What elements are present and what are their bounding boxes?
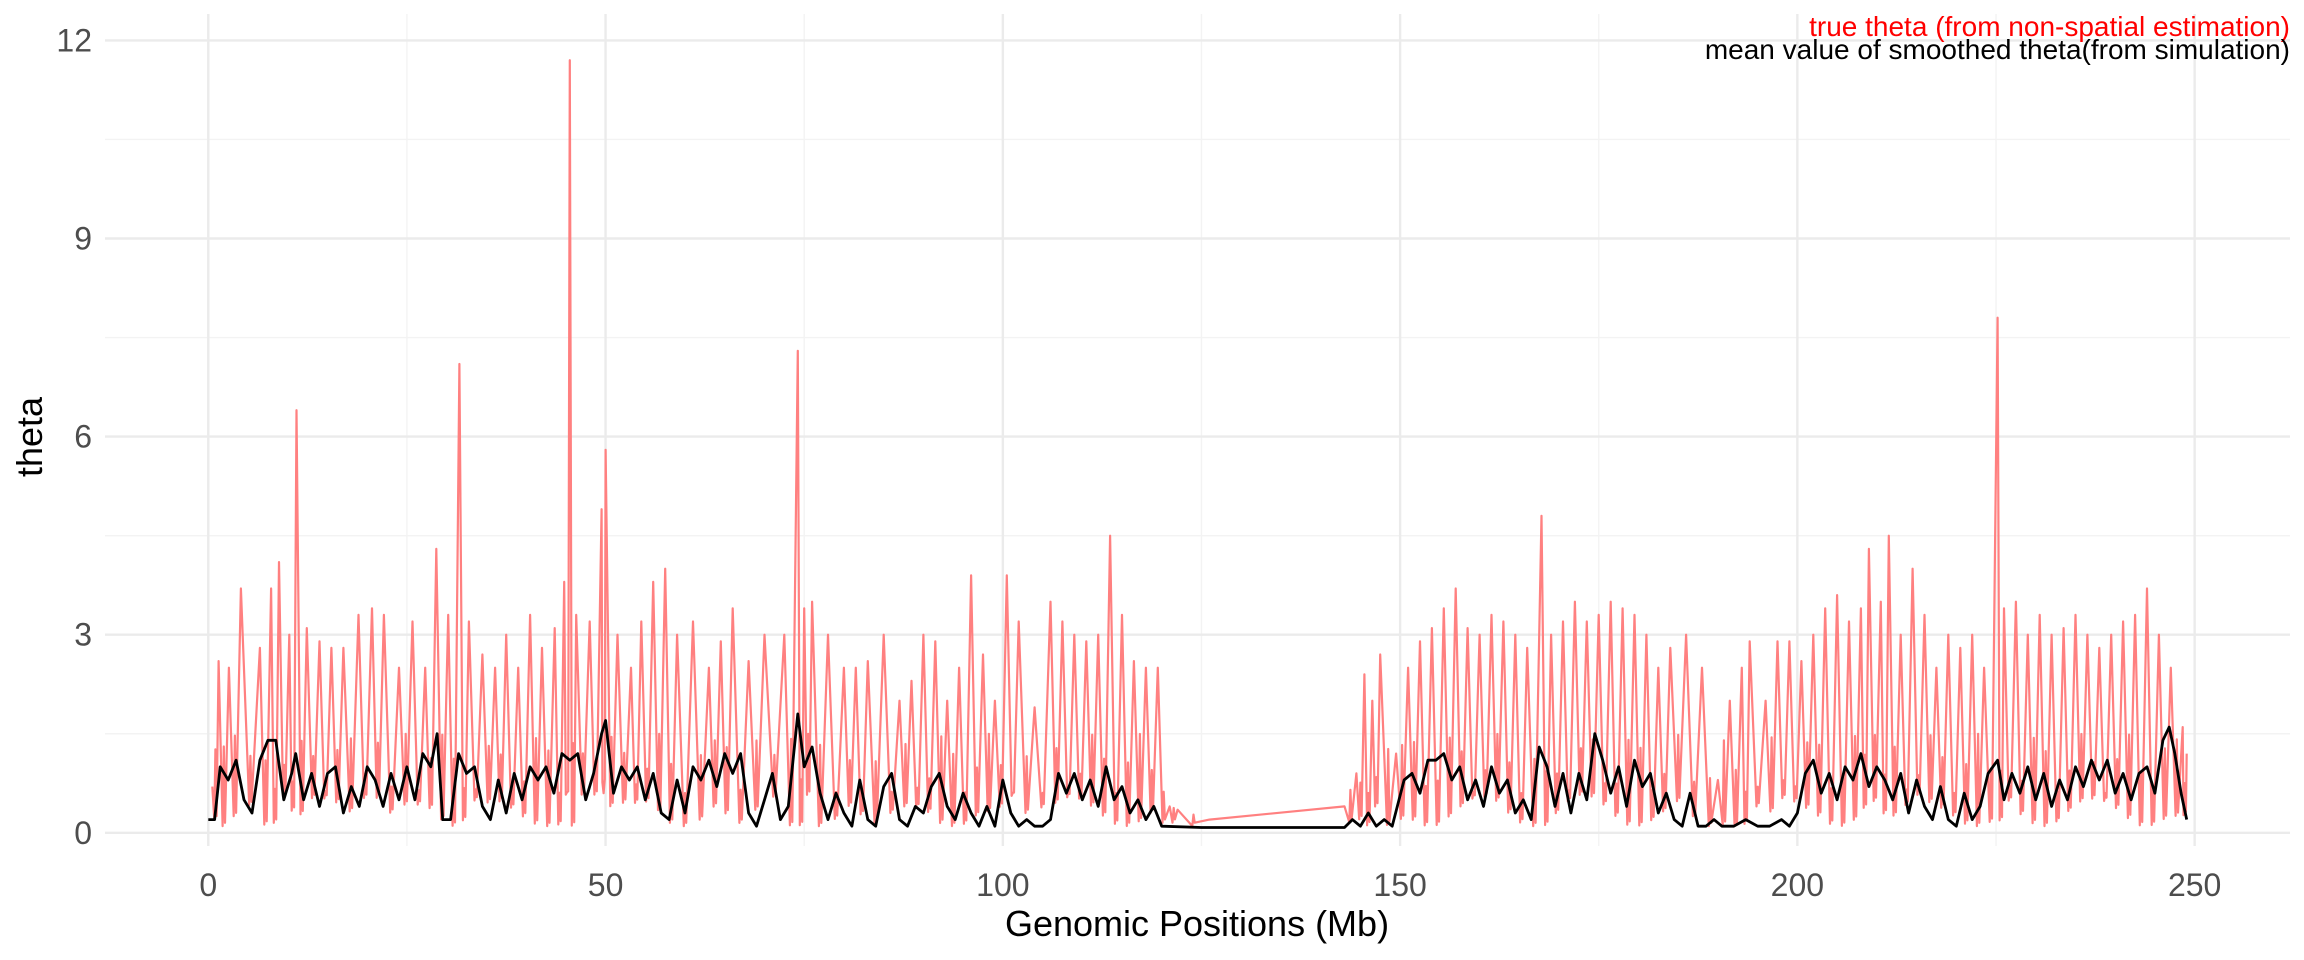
- x-tick-label: 100: [976, 867, 1029, 903]
- x-tick-label: 250: [2168, 867, 2221, 903]
- x-axis-title: Genomic Positions (Mb): [1005, 903, 1389, 944]
- x-tick-label: 0: [199, 867, 217, 903]
- x-tick-label: 200: [1771, 867, 1824, 903]
- x-tick-label: 50: [588, 867, 624, 903]
- annotation-true-theta: true theta (from non-spatial estimation): [1809, 11, 2290, 42]
- y-tick-label: 0: [74, 815, 92, 851]
- x-axis-tick-labels: 0 50 100 150 200 250: [199, 867, 2221, 903]
- y-axis-title: theta: [9, 396, 50, 477]
- y-tick-label: 12: [56, 22, 92, 58]
- x-tick-label: 150: [1373, 867, 1426, 903]
- y-tick-label: 9: [74, 221, 92, 257]
- y-tick-label: 3: [74, 617, 92, 653]
- y-tick-label: 6: [74, 419, 92, 455]
- series-smoothed-theta: [208, 712, 2189, 829]
- y-axis-tick-labels: 0 3 6 9 12: [56, 22, 92, 850]
- major-gridlines: [105, 14, 2290, 846]
- data-series: [208, 59, 2189, 829]
- annotation-smoothed-theta: mean value of smoothed theta(from simula…: [1705, 34, 2290, 65]
- series-true-theta: [211, 59, 2188, 828]
